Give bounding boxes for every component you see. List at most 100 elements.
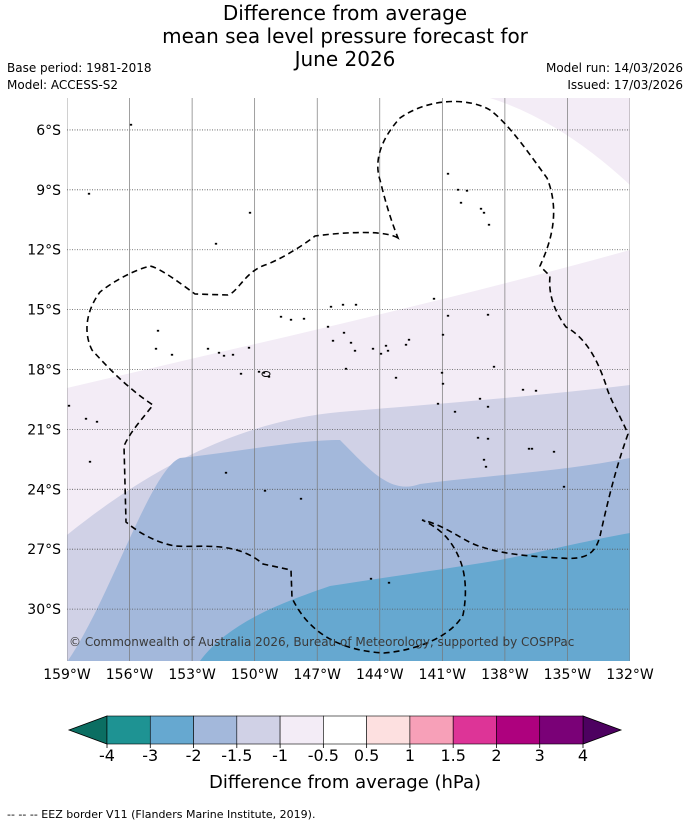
colorbar-cell [452,715,497,745]
lat-label: 24°S [27,482,61,498]
island [482,458,486,461]
island [394,376,398,379]
island [289,318,293,321]
colorbar-cell [323,715,367,745]
map-plot-area: © Commonwealth of Australia 2026, Bureau… [67,98,630,661]
colorbar-ticks: -4 -3 -2 -1.5 -1 -0.5 0.5 1 1.5 2 3 4 [99,744,588,765]
island [224,471,228,474]
colorbar-tick-label: 3 [535,746,545,765]
island [379,352,383,355]
lon-label: 156°W [106,667,154,683]
island [326,325,330,328]
island [407,338,411,341]
latitude-labels: 6°S 9°S 12°S 15°S 18°S 21°S 24°S 27°S 30°S [27,123,61,618]
lon-label: 141°W [419,667,467,683]
island [552,450,556,453]
colorbar-cells [106,715,584,745]
colorbar-low-extend [67,715,108,745]
island [530,447,534,450]
island [446,314,450,317]
colorbar-tick-label: 1 [405,746,415,765]
colorbar-tick-label: -1 [272,746,288,765]
eez-borders [86,100,629,654]
island [492,365,496,368]
island [231,353,235,356]
island [84,417,88,420]
island [279,315,283,318]
island [369,577,373,580]
title-line-3: June 2026 [294,47,396,71]
lon-label: 153°W [168,667,216,683]
island [371,347,375,350]
island [386,349,390,352]
lon-label: 150°W [231,667,279,683]
colorbar-tick-label: -4 [99,746,115,765]
colorbar-tick-label: -0.5 [308,746,339,765]
island [487,223,491,226]
island [87,192,91,195]
island [67,404,71,407]
band-lightpink-top [490,98,630,185]
lat-label: 15°S [27,303,61,319]
island [349,341,353,344]
island [217,351,221,354]
colorbar-cell [236,715,281,745]
island [214,242,218,245]
colorbar-cell [539,715,584,745]
island [476,436,480,439]
island [486,405,490,408]
island [486,437,490,440]
island [247,346,251,349]
island [88,460,92,463]
island [527,447,531,450]
lat-label: 9°S [36,183,61,199]
island [404,343,408,346]
colorbar-cell [279,715,324,745]
colorbar-cell [106,715,151,745]
island [446,172,450,175]
island [432,297,436,300]
island [459,201,463,204]
lat-label: 27°S [27,542,61,558]
island [302,317,306,320]
colorbar-cell [366,715,411,745]
lon-label: 159°W [43,667,91,683]
island [156,329,160,332]
colorbar: -4 -3 -2 -1.5 -1 -0.5 0.5 1 1.5 2 3 4 Difference fr… [67,715,623,793]
meta-right: Model run: 14/03/2026 Issued: 17/03/2026 [546,60,683,94]
island [342,331,346,334]
colorbar-tick-label: 4 [578,746,588,765]
colorbar-label: Difference from average (hPa) [209,772,481,793]
lon-label: 144°W [356,667,404,683]
island [154,347,158,350]
island [479,207,483,210]
colorbar-cell [409,715,454,745]
colorbar-tick-label: 2 [491,746,501,765]
island [486,313,490,316]
colorbar-tick-label: 0.5 [354,746,379,765]
island [384,344,388,347]
island [341,303,345,306]
band-blue [200,533,630,661]
colorbar-tick-label: -1.5 [221,746,252,765]
island [440,371,444,374]
island [456,188,460,191]
title-line-1: Difference from average [222,1,468,25]
model-name: Model: ACCESS-S2 [7,78,119,92]
lat-label: 18°S [27,363,61,379]
island [222,354,226,357]
island [206,347,210,350]
lat-label: 30°S [27,602,61,618]
island [441,382,445,385]
island [441,333,445,336]
longitude-labels: 159°W 156°W 153°W 150°W 147°W 144°W 141°W 138°W… [43,667,654,683]
island [484,465,488,468]
base-period: Base period: 1981-2018 [7,61,152,75]
island [129,123,133,126]
island [436,402,440,405]
meta-left: Base period: 1981-2018 Model: ACCESS-S2 [7,60,152,94]
gridlines [67,98,630,661]
colorbar-tick-label: -2 [186,746,202,765]
colorbar-tick-label: 1.5 [440,746,465,765]
island [521,388,525,391]
